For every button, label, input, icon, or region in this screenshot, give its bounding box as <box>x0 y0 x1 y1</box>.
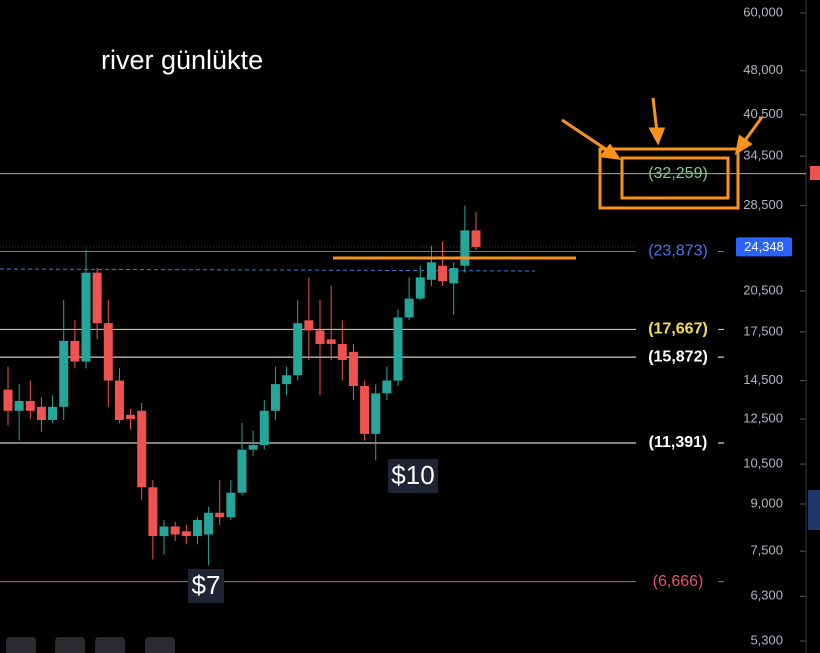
candle-body <box>114 380 124 420</box>
candle-body <box>259 410 269 446</box>
annotation-box <box>188 569 224 603</box>
y-tick-label: 40,500 <box>743 106 783 121</box>
chart-title: river günlükte <box>101 45 263 75</box>
candle-body <box>81 272 91 362</box>
y-tick-label: 60,000 <box>743 4 783 19</box>
toolbar <box>6 637 175 653</box>
candle-body <box>326 339 336 344</box>
candle-body <box>337 343 347 360</box>
last-price-box <box>736 237 792 257</box>
candle-body <box>270 384 280 411</box>
candle-body <box>14 400 24 411</box>
candle-body <box>48 406 58 420</box>
candle-body <box>449 267 459 284</box>
toolbar-button[interactable] <box>55 637 85 653</box>
candle-body <box>137 410 147 488</box>
candle-body <box>293 323 303 376</box>
annotation: $7 <box>192 570 221 600</box>
y-tick-label: 12,500 <box>743 410 783 425</box>
level-label: (11,391) <box>649 434 708 451</box>
candle-body <box>348 351 358 386</box>
y-tick-label: 20,500 <box>743 282 783 297</box>
y-tick-label: 9,000 <box>750 495 783 510</box>
y-tick-label: 48,000 <box>743 62 783 77</box>
level-label: (23,873) <box>648 243 708 260</box>
candle-body <box>471 230 481 247</box>
candle-body <box>404 298 414 318</box>
candle-body <box>438 265 448 282</box>
candle-body <box>460 230 470 266</box>
toolbar-button[interactable] <box>95 637 125 653</box>
candle-body <box>204 512 214 535</box>
toolbar-button[interactable] <box>145 637 175 653</box>
y-tick-label: 5,300 <box>750 632 783 647</box>
candle-body <box>192 519 202 537</box>
y-tick-label: 17,500 <box>743 323 783 338</box>
level-label: (32,259) <box>648 165 708 182</box>
candle-body <box>3 389 13 411</box>
candle-body <box>382 380 392 394</box>
candle-body <box>360 385 370 434</box>
level-label: (6,666) <box>653 573 704 590</box>
candle-body <box>315 330 325 344</box>
y-tick-label: 10,500 <box>743 456 783 471</box>
candle-body <box>103 323 113 381</box>
y-tick-label: 28,500 <box>743 197 783 212</box>
candle-body <box>59 340 69 407</box>
orange-box-inner <box>620 156 730 200</box>
candle-body <box>282 375 292 385</box>
arrows <box>561 97 764 160</box>
candle-body <box>25 400 35 411</box>
y-tick-label: 34,500 <box>743 148 783 163</box>
candle-body <box>371 393 381 434</box>
candle-body <box>36 406 46 420</box>
level-label: (15,872) <box>648 348 708 365</box>
candle-body <box>181 531 191 537</box>
dashed-line <box>0 268 536 272</box>
toolbar-button[interactable] <box>6 637 36 653</box>
y-tick-label: 14,500 <box>743 372 783 387</box>
orange-box-outer <box>598 147 740 210</box>
scroll-marker <box>808 490 820 530</box>
annotation: $10 <box>391 460 434 490</box>
candle-body <box>126 414 136 419</box>
candle-body <box>148 487 158 537</box>
y-tick-label: 7,500 <box>750 543 783 558</box>
last-price-label: 24,348 <box>744 239 784 254</box>
price-marker <box>810 166 820 180</box>
candle-body <box>426 262 436 280</box>
candle-body <box>304 320 314 331</box>
candle-body <box>70 340 80 362</box>
candle-body <box>159 526 169 537</box>
level-label: (17,667) <box>648 321 708 338</box>
candle-body <box>92 272 102 324</box>
y-tick-label: 6,300 <box>750 588 783 603</box>
candle-body <box>170 526 180 535</box>
candle-body <box>237 449 247 493</box>
candle-body <box>226 492 236 518</box>
candle-body <box>415 277 425 299</box>
candle-body <box>393 317 403 381</box>
candle-body <box>215 512 225 518</box>
annotation-box <box>388 459 438 493</box>
candle-body <box>248 445 258 450</box>
